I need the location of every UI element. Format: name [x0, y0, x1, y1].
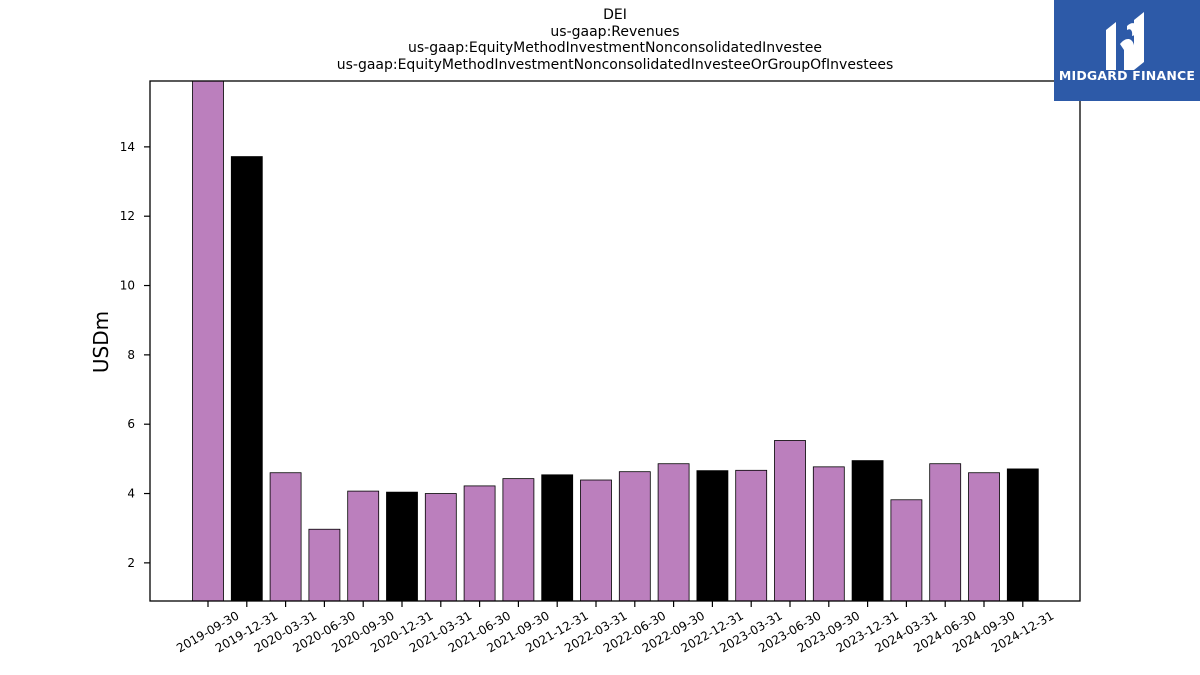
bar-2020-09-30	[347, 490, 380, 602]
y-tick-label: 14	[120, 140, 135, 154]
chart-title-line-1: DEI	[603, 7, 627, 23]
bar-2020-06-30	[308, 528, 341, 602]
y-tick-label: 2	[127, 556, 135, 570]
bar-2019-12-31	[230, 156, 263, 602]
bar-2022-06-30	[618, 471, 651, 602]
y-tick-label: 8	[127, 348, 135, 362]
y-axis: 2 4 6 8 10 12 14	[120, 140, 150, 570]
y-tick-label: 4	[127, 487, 135, 501]
chart-title: DEI us-gaap:Revenues us-gaap:EquityMetho…	[150, 7, 1080, 73]
bar-2019-09-30	[192, 80, 224, 602]
bar-2021-03-31	[424, 493, 457, 602]
midgard-logo-icon	[1106, 12, 1144, 70]
chart-title-line-3: us-gaap:EquityMethodInvestmentNonconsoli…	[408, 40, 822, 56]
bars-group	[192, 80, 1039, 602]
bar-2021-06-30	[463, 485, 496, 602]
x-axis: 2019-09-302019-12-312020-03-312020-06-30…	[174, 601, 1056, 655]
chart-title-line-4: us-gaap:EquityMethodInvestmentNonconsoli…	[336, 56, 894, 73]
chart-title-line-2: us-gaap:Revenues	[550, 23, 680, 40]
y-tick-label: 6	[127, 417, 135, 431]
bar-2023-03-31	[735, 469, 768, 602]
bar-2023-06-30	[774, 440, 806, 602]
bar-2020-12-31	[386, 491, 418, 602]
y-tick-label: 10	[120, 279, 135, 293]
bar-2024-12-31	[1006, 468, 1039, 602]
bar-2024-06-30	[929, 463, 962, 602]
bar-2023-09-30	[812, 466, 845, 602]
bar-2024-03-31	[890, 499, 923, 602]
bar-2021-09-30	[502, 478, 535, 602]
bar-2021-12-31	[541, 474, 574, 602]
plot-frame	[149, 80, 1081, 602]
bar-2022-09-30	[657, 463, 690, 602]
company-logo: MIDGARD FINANCE	[1054, 0, 1200, 101]
y-tick-label: 12	[120, 209, 135, 223]
bar-2020-03-31	[269, 472, 302, 602]
y-axis-label: USDm	[89, 311, 113, 373]
logo-text: MIDGARD FINANCE	[1058, 68, 1196, 83]
bar-2022-03-31	[580, 479, 612, 602]
bar-2023-12-31	[851, 460, 884, 602]
bar-2024-09-30	[968, 472, 1000, 602]
bar-2022-12-31	[696, 470, 729, 602]
